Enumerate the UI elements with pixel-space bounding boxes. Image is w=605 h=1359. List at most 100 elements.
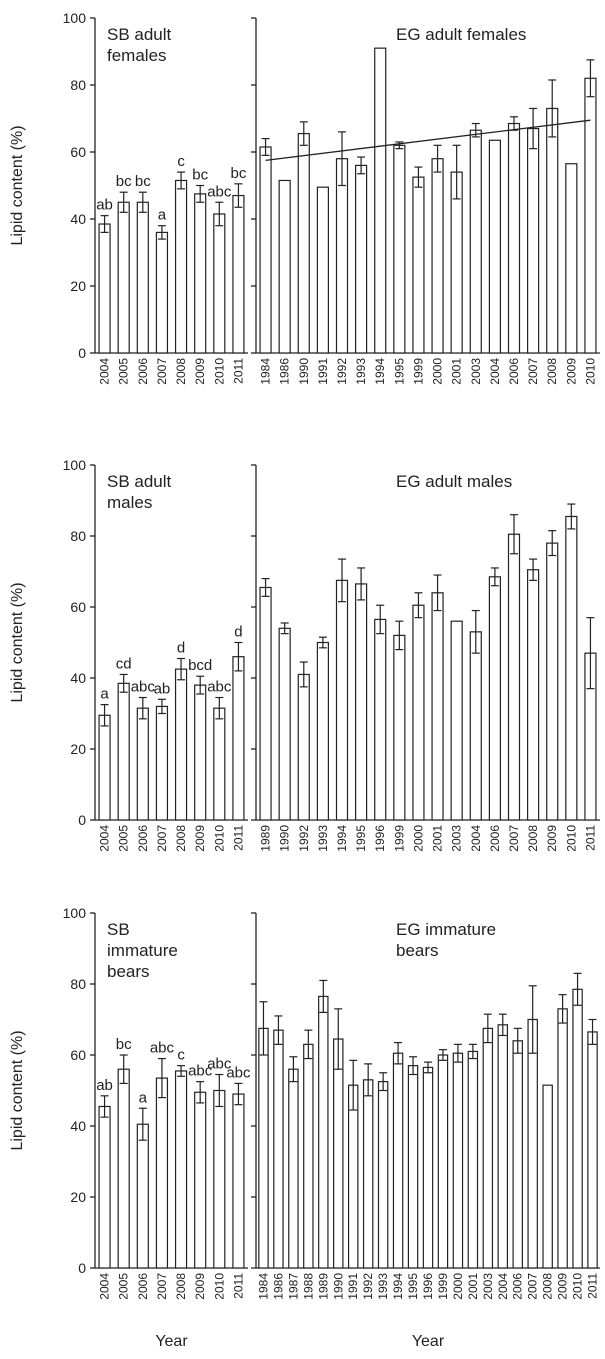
error-bar <box>304 1029 313 1060</box>
x-tick-label: 2006 <box>136 1273 150 1300</box>
bar <box>355 164 368 354</box>
x-tick-label: 1987 <box>286 1273 300 1300</box>
x-tick-label: 2010 <box>571 1273 585 1300</box>
error-bar <box>452 144 461 200</box>
y-tick-label: 20 <box>70 278 86 294</box>
significance-letter: cd <box>116 655 132 672</box>
error-bar <box>468 1043 477 1060</box>
significance-letter: abc <box>188 1063 213 1080</box>
panel-title: SB <box>107 920 130 939</box>
significance-letter: bc <box>135 173 151 190</box>
error-bar <box>334 1008 343 1070</box>
error-bar <box>498 1013 507 1037</box>
error-bar <box>567 503 576 530</box>
x-tick-label: 2004 <box>98 825 112 852</box>
significance-letter: a <box>158 207 167 224</box>
bar <box>288 1068 299 1269</box>
error-bar <box>138 191 147 213</box>
x-tick-label: 1999 <box>392 825 406 852</box>
error-bar <box>100 215 109 233</box>
error-bar <box>289 1056 298 1083</box>
panel-title: SB adult <box>107 25 172 44</box>
x-tick-label: 2004 <box>469 825 483 852</box>
bar <box>213 1089 226 1269</box>
x-tick-label: 2004 <box>98 358 112 385</box>
bar <box>303 1043 314 1269</box>
x-tick-label: 2008 <box>545 358 559 385</box>
error-bar <box>234 183 243 208</box>
x-tick-label: 2001 <box>466 1273 480 1300</box>
error-bar <box>319 979 328 1014</box>
bar <box>335 158 349 354</box>
x-tick-label: 1993 <box>376 1273 390 1300</box>
x-tick-label: 1990 <box>278 825 292 852</box>
bar <box>393 634 406 821</box>
error-bar <box>433 574 442 612</box>
x-tick-label: 2004 <box>488 358 502 385</box>
y-tick-label: 80 <box>70 976 86 992</box>
error-bar <box>483 1013 492 1044</box>
bar <box>527 1018 538 1269</box>
bar <box>232 1093 245 1269</box>
x-tick-label: 2006 <box>488 825 502 852</box>
x-tick-label: 2008 <box>174 1273 188 1300</box>
x-tick-label: 2008 <box>526 825 540 852</box>
x-tick-label: 1995 <box>406 1273 420 1300</box>
bar <box>377 1081 389 1269</box>
bar <box>450 620 463 821</box>
bar <box>278 179 291 354</box>
error-bar <box>177 657 186 681</box>
significance-letter: c <box>177 153 185 170</box>
x-tick-label: 1995 <box>354 825 368 852</box>
bar <box>393 144 406 354</box>
x-tick-label: 1994 <box>335 825 349 852</box>
bar <box>527 127 540 354</box>
x-tick-label: 2005 <box>117 358 131 385</box>
x-tick-label: 2006 <box>511 1273 525 1300</box>
x-tick-label: 1986 <box>271 1273 285 1300</box>
x-tick-label: 2000 <box>431 358 445 385</box>
panel-title: EG immature <box>396 920 496 939</box>
significance-letter: a <box>139 1089 148 1106</box>
significance-letter: abc <box>226 1064 251 1081</box>
x-tick-label: 2011 <box>231 1273 245 1299</box>
x-tick-label: 2003 <box>469 358 483 385</box>
bar <box>259 586 272 821</box>
x-tick-label: 2000 <box>411 825 425 852</box>
x-tick-label: 2008 <box>174 358 188 385</box>
error-bar <box>395 141 404 150</box>
bar <box>497 1024 509 1269</box>
bar <box>155 1077 169 1269</box>
error-bar <box>438 1049 447 1061</box>
error-bar <box>215 696 224 720</box>
x-tick-label: 2009 <box>193 825 207 852</box>
x-tick-label: 2009 <box>193 1273 207 1300</box>
bar <box>431 158 444 354</box>
error-bar <box>433 144 442 173</box>
error-bar <box>261 138 270 156</box>
significance-letter: bcd <box>188 657 212 674</box>
error-bar <box>548 79 557 138</box>
x-tick-label: 1984 <box>259 358 273 385</box>
bar <box>232 656 245 821</box>
bar <box>437 1054 449 1269</box>
bar <box>488 139 501 354</box>
error-bar <box>299 661 308 688</box>
error-bar <box>100 704 109 727</box>
x-tick-label: 2007 <box>155 1273 169 1300</box>
y-tick-label: 0 <box>78 345 86 361</box>
x-tick-label: 1992 <box>297 825 311 852</box>
error-bar <box>364 1063 373 1097</box>
bar <box>194 684 207 821</box>
error-bar <box>196 675 205 695</box>
y-tick-label: 80 <box>70 528 86 544</box>
error-bar <box>573 972 582 1006</box>
bar <box>117 682 130 821</box>
x-tick-label: 2007 <box>155 358 169 385</box>
error-bar <box>177 171 186 190</box>
bar <box>482 1027 494 1269</box>
panel-title: EG adult females <box>396 25 526 44</box>
x-tick-label: 2005 <box>117 825 131 852</box>
y-tick-label: 100 <box>63 10 87 26</box>
bar <box>297 673 310 821</box>
